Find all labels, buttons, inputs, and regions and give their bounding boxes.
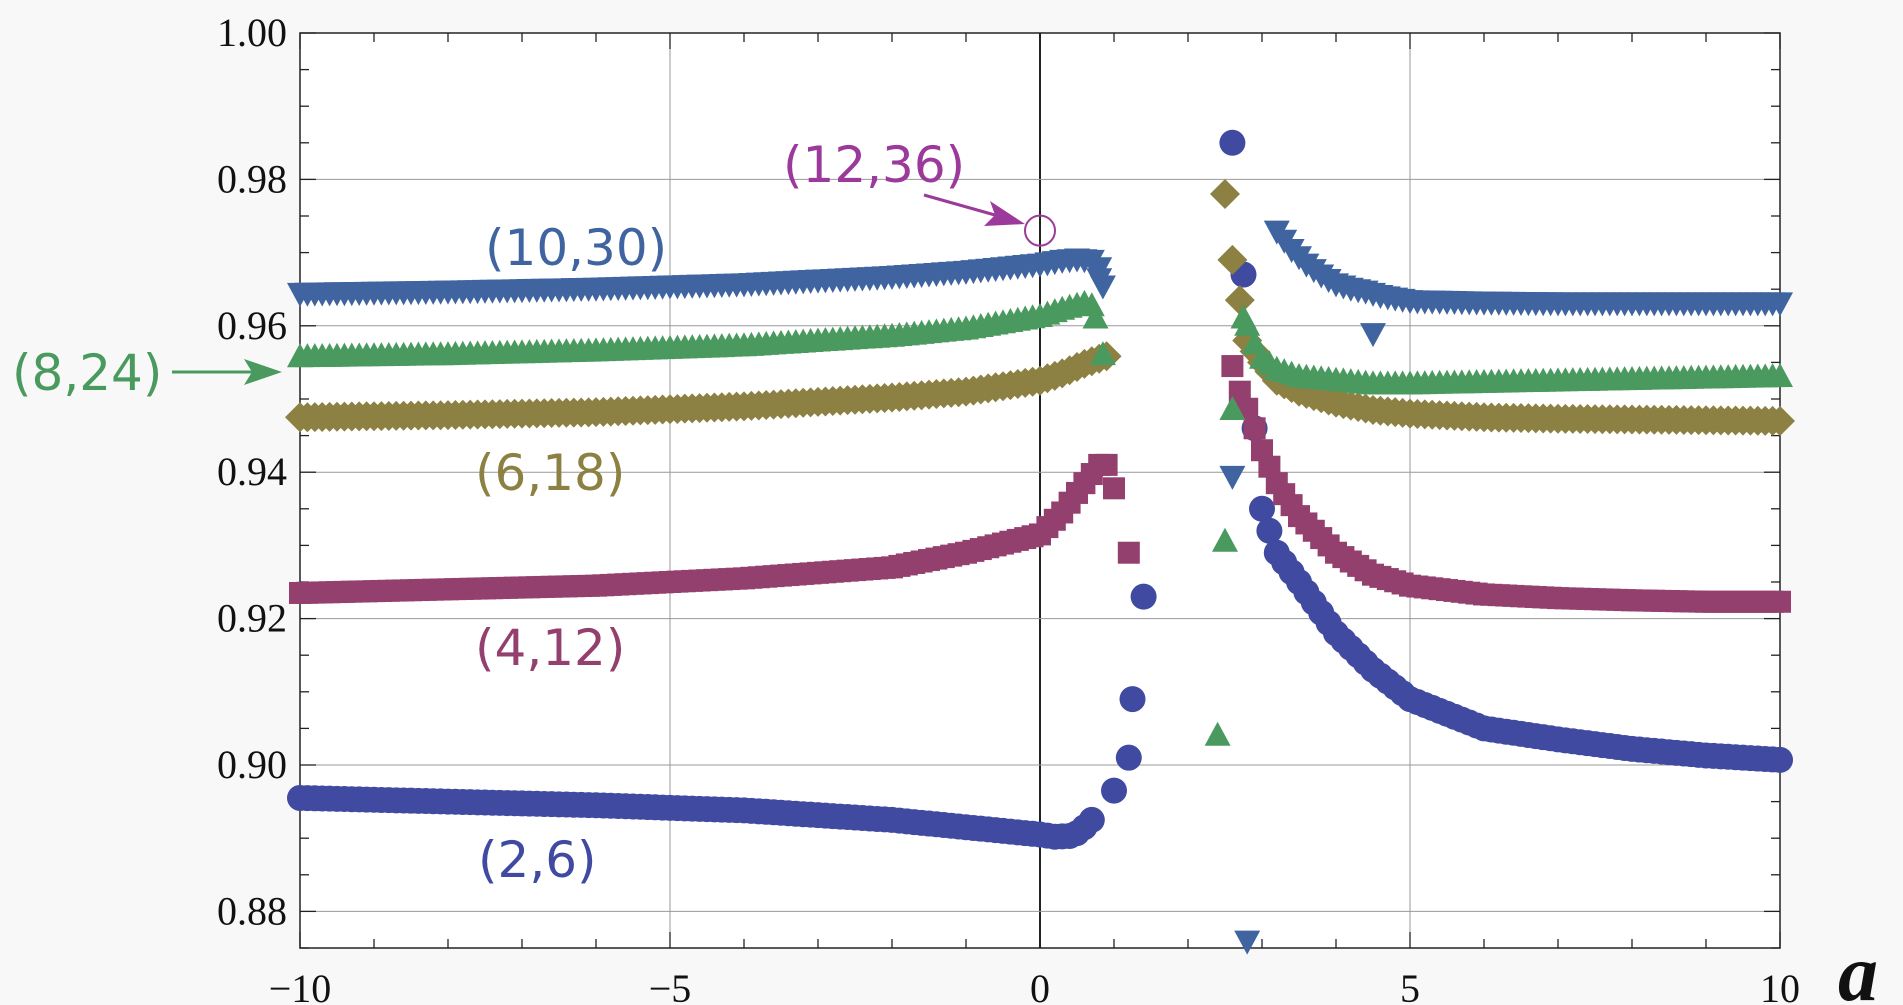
arrow-12-36-head — [984, 201, 1025, 226]
x-tick-label: −5 — [649, 966, 692, 1005]
diamond-point — [1765, 405, 1795, 436]
triangle-down-point — [1089, 275, 1116, 300]
circle-point — [1078, 806, 1105, 833]
circle-point — [1101, 777, 1127, 804]
x-axis-label: a — [1838, 930, 1878, 1005]
plot-frame — [299, 32, 1781, 949]
series-8-24 — [287, 289, 1793, 746]
x-tick-label: 5 — [1400, 966, 1420, 1005]
circle-point — [1115, 744, 1142, 771]
circle-open-point — [1024, 214, 1056, 247]
triangle-down-point — [1360, 323, 1386, 348]
triangle-up-point — [1204, 721, 1231, 746]
triangle-up-point — [1082, 304, 1109, 329]
circle-point — [1256, 517, 1283, 544]
y-tick-label: 0.94 — [217, 449, 287, 494]
y-tick-label: 0.98 — [217, 156, 287, 201]
diamond-point — [1217, 244, 1248, 275]
y-tick-label: 0.90 — [217, 742, 287, 787]
y-tick-label: 0.88 — [217, 888, 287, 933]
square-point — [1243, 417, 1266, 440]
diamond-point — [1224, 285, 1255, 316]
series-10-30 — [287, 220, 1793, 955]
arrow-12-36 — [923, 193, 1003, 219]
series-label-8-24: (8,24) — [12, 344, 162, 402]
series-label-2-6: (2,6) — [478, 831, 597, 889]
triangle-down-point — [1219, 465, 1246, 490]
square-point — [1103, 477, 1125, 500]
x-tick-labels: −10 −5 0 5 10 — [269, 966, 1800, 1005]
y-tick-labels: 0.88 0.90 0.92 0.94 0.96 0.98 1.00 — [217, 10, 287, 933]
series-label-12-36: (12,36) — [783, 136, 965, 194]
square-point — [1221, 355, 1244, 378]
y-tick-label: 1.00 — [217, 10, 287, 55]
triangle-up-point — [1219, 395, 1246, 420]
series-label-4-12: (4,12) — [475, 619, 625, 677]
series-12-36 — [1024, 214, 1056, 247]
square-point — [1117, 541, 1140, 564]
circle-point — [1219, 129, 1246, 156]
triangle-down-point — [1767, 292, 1793, 317]
series-2-6 — [287, 129, 1793, 850]
y-tick-label: 0.92 — [217, 596, 287, 641]
circle-point — [1767, 746, 1793, 773]
circle-point — [1119, 686, 1146, 713]
series-6-18 — [285, 179, 1795, 436]
series-label-6-18: (6,18) — [475, 444, 625, 502]
data-marks — [285, 129, 1795, 955]
series-4-12 — [289, 355, 1791, 613]
square-point — [1769, 590, 1791, 613]
arrow-8-24-head — [244, 359, 282, 385]
triangle-up-point — [1767, 363, 1793, 388]
series-label-10-30: (10,30) — [485, 219, 667, 277]
triangle-up-point — [1089, 341, 1116, 366]
diamond-point — [1210, 179, 1240, 210]
square-point — [1228, 380, 1251, 403]
triangle-up-point — [1212, 527, 1238, 552]
triangle-down-point — [1234, 930, 1261, 955]
y-tick-label: 0.96 — [217, 303, 287, 348]
x-tick-label: 10 — [1760, 966, 1800, 1005]
x-tick-label: 0 — [1030, 966, 1050, 1005]
square-point — [1095, 453, 1118, 476]
axis-ticks — [299, 32, 1781, 949]
circle-point — [1249, 495, 1275, 522]
x-tick-label: −10 — [269, 966, 332, 1005]
circle-point — [1130, 583, 1157, 610]
triangle-up-point — [1230, 304, 1257, 329]
